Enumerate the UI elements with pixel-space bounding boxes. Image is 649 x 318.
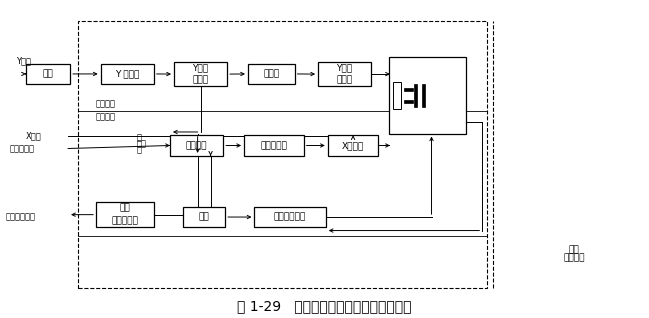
Text: 内: 内: [136, 133, 141, 142]
Text: Y 衰减器: Y 衰减器: [115, 69, 140, 79]
Text: 垂直系统: 垂直系统: [96, 100, 116, 109]
Bar: [78, 21, 487, 288]
Bar: [393, 82, 401, 109]
Text: 校准: 校准: [120, 204, 130, 213]
Text: 电源: 电源: [199, 212, 210, 222]
Text: 时基发生器: 时基发生器: [260, 141, 288, 150]
Text: 聚焦调节: 聚焦调节: [563, 253, 585, 262]
Text: 外: 外: [136, 145, 141, 154]
Text: 触发电路: 触发电路: [186, 141, 208, 150]
Text: 延迟线: 延迟线: [263, 69, 279, 79]
Text: Y后置: Y后置: [337, 63, 352, 73]
Text: X输入: X输入: [26, 131, 42, 140]
Bar: [26, 64, 70, 84]
Text: 图 1-29   通用示波器基本组成及原理框图: 图 1-29 通用示波器基本组成及原理框图: [238, 299, 411, 313]
Bar: [254, 207, 326, 227]
Bar: [96, 202, 154, 227]
Text: Y输入: Y输入: [16, 56, 31, 65]
Text: 信号发生器: 信号发生器: [112, 217, 139, 225]
Text: 放大器: 放大器: [337, 76, 352, 85]
Bar: [328, 135, 378, 156]
Bar: [174, 62, 227, 86]
Text: X放大器: X放大器: [342, 141, 364, 150]
Bar: [170, 135, 223, 156]
Text: 外触发输入: 外触发输入: [10, 144, 35, 153]
Bar: [422, 84, 424, 107]
Bar: [183, 207, 225, 227]
Bar: [404, 100, 413, 103]
Bar: [101, 64, 154, 84]
Text: 水平系统: 水平系统: [96, 113, 116, 121]
Text: 校准信号输出: 校准信号输出: [5, 212, 35, 221]
Text: 聚焦增辉电路: 聚焦增辉电路: [274, 212, 306, 222]
Bar: [404, 88, 413, 91]
Bar: [414, 84, 417, 107]
Text: Y前置: Y前置: [193, 63, 208, 73]
Text: 电源: 电源: [136, 139, 146, 148]
Bar: [248, 64, 295, 84]
Text: 放大器: 放大器: [193, 76, 208, 85]
Bar: [318, 62, 371, 86]
Bar: [389, 57, 466, 134]
Text: 增辉: 增辉: [569, 245, 580, 254]
Text: 探头: 探头: [43, 69, 53, 79]
Bar: [244, 135, 304, 156]
